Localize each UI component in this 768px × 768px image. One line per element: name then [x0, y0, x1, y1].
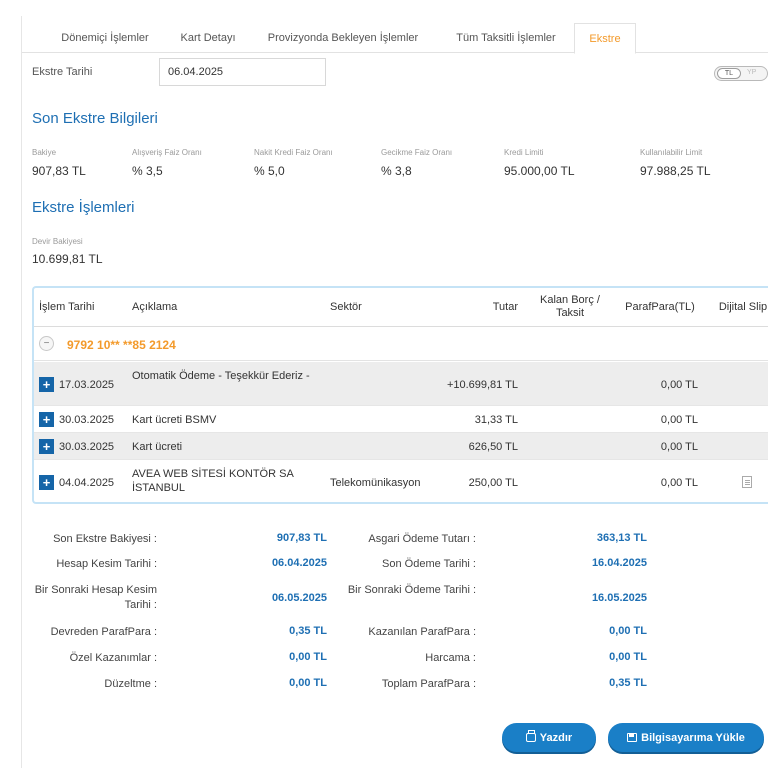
save-icon	[627, 733, 638, 742]
print-button-label: Yazdır	[539, 731, 573, 744]
summary-value: 363,13 TL	[596, 532, 647, 544]
credit-limit-value: 95.000,00 TL	[504, 164, 575, 178]
row-amount: 626,50 TL	[468, 441, 518, 453]
table-row: + 17.03.2025 Otomatik Ödeme - Teşekkür E…	[34, 362, 768, 406]
statement-transactions-title: Ekstre İşlemleri	[32, 199, 135, 216]
row-amount: 31,33 TL	[474, 414, 518, 426]
row-parafpara: 0,00 TL	[660, 477, 698, 489]
download-button[interactable]: Bilgisayarıma Yükle	[608, 723, 764, 752]
row-parafpara: 0,00 TL	[660, 414, 698, 426]
header-divider	[34, 326, 768, 327]
currency-toggle-off: YP	[747, 69, 757, 76]
summary-value: 06.04.2025	[271, 557, 327, 569]
summary-value: 0,00 TL	[289, 677, 327, 689]
row-sector: Telekomünikasyon	[330, 477, 421, 489]
carry-over-label: Devir Bakiyesi	[32, 237, 83, 246]
table-row: + 30.03.2025 Kart ücreti BSMV 31,33 TL 0…	[34, 406, 768, 433]
col-remaining: Kalan Borç / Taksit	[540, 294, 600, 319]
currency-toggle[interactable]: TL YP	[714, 66, 768, 81]
available-limit-label: Kullanılabilir Limit	[640, 148, 703, 157]
tab-installments[interactable]: Tüm Taksitli İşlemler	[456, 32, 556, 44]
cash-rate-label: Nakit Kredi Faiz Oranı	[254, 148, 333, 157]
row-parafpara: 0,00 TL	[660, 379, 698, 391]
content-border	[21, 16, 22, 768]
summary-label: Kazanılan ParafPara :	[368, 626, 476, 638]
table-row: + 30.03.2025 Kart ücreti 626,50 TL 0,00 …	[34, 433, 768, 460]
download-button-label: Bilgisayarıma Yükle	[641, 731, 745, 744]
summary-label: Özel Kazanımlar :	[69, 652, 157, 664]
card-group-row: − 9792 10** **85 2124	[34, 327, 768, 361]
summary-value: 16.05.2025	[591, 592, 647, 604]
summary-label: Harcama :	[425, 652, 476, 664]
balance-value: 907,83 TL	[32, 164, 86, 178]
last-statement-title: Son Ekstre Bilgileri	[32, 110, 158, 127]
expand-row-button[interactable]: +	[39, 377, 54, 392]
purchase-rate-value: % 3,5	[132, 164, 163, 178]
tab-period-transactions[interactable]: Dönemiçi İşlemler	[61, 32, 149, 44]
col-sector: Sektör	[330, 300, 362, 313]
summary-label: Düzeltme :	[104, 678, 157, 690]
row-amount: 250,00 TL	[468, 477, 518, 489]
summary-value: 0,35 TL	[609, 677, 647, 689]
expand-row-button[interactable]: +	[39, 412, 54, 427]
transactions-table: İşlem Tarihi Açıklama Sektör Tutar Kalan…	[32, 286, 768, 504]
row-description: Kart ücreti BSMV	[132, 414, 217, 426]
balance-label: Bakiye	[32, 148, 57, 157]
summary-label: Son Ödeme Tarihi :	[382, 558, 476, 570]
cash-rate-value: % 5,0	[254, 164, 285, 178]
tab-pending-provisions[interactable]: Provizyonda Bekleyen İşlemler	[267, 32, 419, 44]
late-rate-value: % 3,8	[381, 164, 412, 178]
col-date: İşlem Tarihi	[39, 300, 95, 313]
credit-limit-label: Kredi Limiti	[504, 148, 544, 157]
summary-label: Hesap Kesim Tarihi :	[56, 558, 157, 570]
summary-value: 907,83 TL	[276, 532, 327, 544]
expand-row-button[interactable]: +	[39, 439, 54, 454]
statement-date-label: Ekstre Tarihi	[32, 66, 93, 78]
card-number: 9792 10** **85 2124	[67, 338, 176, 352]
available-limit-value: 97.988,25 TL	[640, 164, 711, 178]
summary-value: 0,35 TL	[289, 625, 327, 637]
summary-value: 0,00 TL	[609, 625, 647, 637]
late-rate-label: Gecikme Faiz Oranı	[381, 148, 453, 157]
table-row: + 04.04.2025 AVEA WEB SİTESİ KONTÖR SA İ…	[34, 460, 768, 502]
tab-statement[interactable]: Ekstre	[574, 23, 636, 54]
col-amount: Tutar	[492, 300, 518, 313]
row-description: Otomatik Ödeme - Teşekkür Ederiz -	[132, 370, 310, 382]
currency-toggle-on: TL	[717, 68, 741, 79]
digital-slip-icon[interactable]	[742, 476, 752, 488]
summary-label: Toplam ParafPara :	[381, 678, 476, 690]
col-digital-slip: Dijital Slip	[718, 300, 768, 313]
col-description: Açıklama	[132, 300, 178, 313]
summary-label: Bir Sonraki Ödeme Tarihi :	[347, 584, 476, 596]
purchase-rate-label: Alışveriş Faiz Oranı	[132, 148, 202, 157]
summary-value: 16.04.2025	[591, 557, 647, 569]
row-parafpara: 0,00 TL	[660, 441, 698, 453]
row-date: 30.03.2025	[59, 441, 115, 453]
printer-icon	[525, 730, 536, 742]
row-amount: +10.699,81 TL	[446, 379, 518, 391]
carry-over-value: 10.699,81 TL	[32, 252, 103, 266]
summary-label: Bir Sonraki Hesap Kesim Tarihi :	[34, 584, 157, 611]
print-button[interactable]: Yazdır	[502, 723, 596, 752]
summary-label: Son Ekstre Bakiyesi :	[53, 533, 157, 545]
summary-value: 0,00 TL	[609, 651, 647, 663]
row-date: 04.04.2025	[59, 477, 115, 489]
row-description: Kart ücreti	[132, 441, 183, 453]
tab-bar: Dönemiçi İşlemler Kart Detayı Provizyond…	[22, 23, 768, 54]
collapse-card-button[interactable]: −	[39, 336, 54, 351]
statement-date-input[interactable]	[159, 58, 326, 86]
summary-label: Devreden ParafPara :	[50, 626, 157, 638]
tab-card-details[interactable]: Kart Detayı	[180, 32, 236, 44]
summary-label: Asgari Ödeme Tutarı :	[368, 533, 476, 545]
summary-value: 0,00 TL	[289, 651, 327, 663]
row-date: 30.03.2025	[59, 414, 115, 426]
expand-row-button[interactable]: +	[39, 475, 54, 490]
col-parafpara: ParafPara(TL)	[625, 300, 695, 313]
row-description: AVEA WEB SİTESİ KONTÖR SA İSTANBUL	[132, 468, 294, 494]
summary-value: 06.05.2025	[271, 592, 327, 604]
row-date: 17.03.2025	[59, 379, 115, 391]
